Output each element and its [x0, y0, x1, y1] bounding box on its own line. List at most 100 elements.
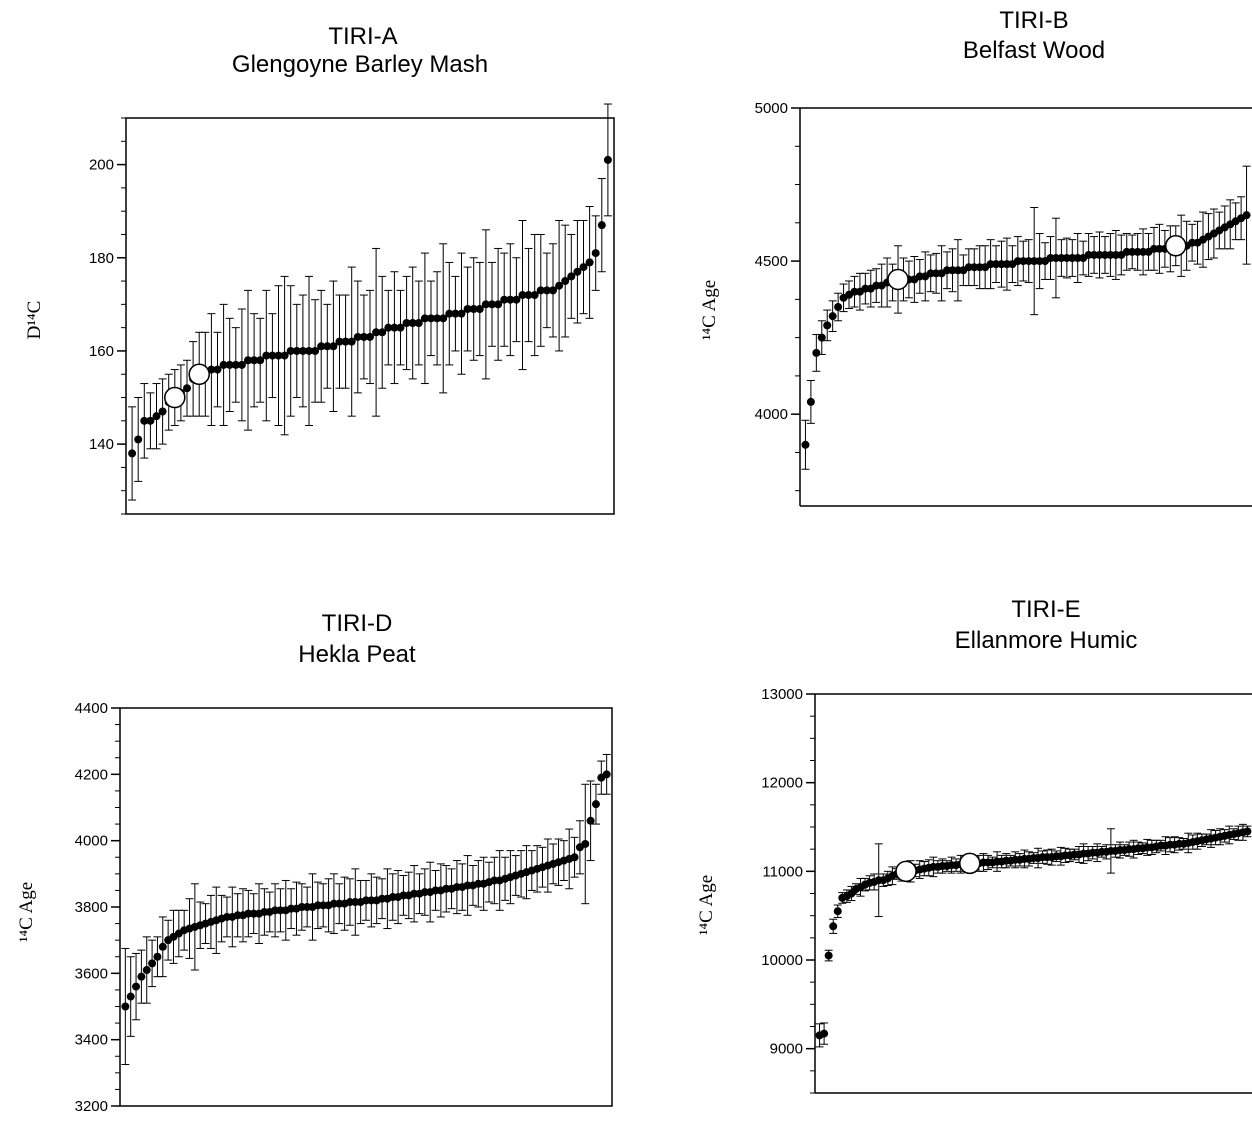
- data-point: [126, 992, 135, 1001]
- data-point: [305, 346, 313, 355]
- data-point: [140, 416, 149, 425]
- y-tick-label: 3400: [75, 1032, 108, 1049]
- reference-point: [895, 860, 917, 883]
- y-tick-label: 180: [89, 250, 114, 267]
- data-point: [597, 221, 606, 230]
- data-point: [335, 337, 344, 346]
- panel-title: TIRI-A: [328, 23, 397, 50]
- reference-point: [887, 268, 909, 291]
- data-point: [820, 1029, 829, 1038]
- data-point: [323, 342, 332, 351]
- data-point: [591, 249, 600, 258]
- data-point: [121, 1002, 130, 1011]
- data-point: [280, 351, 289, 360]
- data-point: [603, 155, 612, 164]
- data-point: [463, 305, 472, 314]
- y-tick-label: 5000: [755, 100, 788, 117]
- data-point: [581, 839, 590, 848]
- data-point: [555, 281, 564, 290]
- data-point: [378, 328, 387, 337]
- data-point: [469, 305, 478, 314]
- panel-title: TIRI-B: [999, 7, 1068, 34]
- data-point: [347, 337, 356, 346]
- data-point: [274, 351, 283, 360]
- data-point: [828, 312, 837, 321]
- data-point: [1243, 827, 1252, 836]
- y-tick-label: 160: [89, 343, 114, 360]
- data-point: [286, 346, 295, 355]
- data-point: [256, 356, 265, 365]
- data-point: [153, 952, 162, 961]
- data-point: [530, 291, 539, 300]
- panel-tiri-d: TIRI-D Hekla Peat ¹⁴C Age 3200 3400 3600 38…: [16, 610, 613, 1115]
- data-point: [366, 332, 374, 341]
- y-tick-label: 140: [89, 436, 114, 453]
- y-tick-label: 13000: [761, 686, 803, 703]
- data-point: [390, 323, 399, 332]
- reference-point: [1165, 235, 1187, 257]
- panel-tiri-a: TIRI-A Glengoyne Barley Mash D¹⁴C 140 160…: [24, 23, 615, 515]
- data-point: [561, 277, 570, 286]
- data-point: [317, 342, 326, 351]
- data-point: [231, 360, 240, 369]
- y-tick-label: 4400: [75, 700, 108, 717]
- data-point: [586, 816, 595, 825]
- data-point: [158, 407, 167, 416]
- data-point: [524, 291, 533, 300]
- data-point: [268, 351, 277, 360]
- y-tick-label: 4000: [75, 833, 108, 850]
- data-point: [806, 397, 815, 406]
- data-point: [549, 286, 557, 295]
- data-point: [506, 295, 515, 304]
- data-point: [132, 982, 141, 991]
- data-point: [158, 942, 167, 951]
- panel-tiri-b: TIRI-B Belfast Wood ¹⁴C Age 4000 4500 5000: [699, 7, 1252, 507]
- panel-tiri-e: TIRI-E Ellanmore Humic ¹⁴C Age 9000 10000…: [696, 596, 1252, 1094]
- data-point: [142, 966, 151, 975]
- data-point: [591, 800, 600, 809]
- data-point: [512, 295, 521, 304]
- data-point: [475, 305, 484, 314]
- data-point: [237, 360, 246, 369]
- y-tick-label: 10000: [761, 952, 803, 969]
- data-point: [146, 416, 155, 425]
- data-point: [573, 267, 582, 276]
- data-point: [183, 384, 191, 393]
- data-point: [536, 286, 545, 295]
- data-point: [481, 300, 490, 309]
- data-point: [433, 314, 442, 323]
- data-point: [298, 346, 307, 355]
- data-point: [457, 309, 466, 318]
- y-axis-label: D¹⁴C: [24, 301, 45, 340]
- panel-title: TIRI-E: [1011, 596, 1080, 623]
- data-point: [567, 272, 576, 281]
- data-point: [500, 295, 509, 304]
- reference-point: [959, 852, 981, 875]
- data-point: [812, 348, 821, 357]
- y-tick-label: 9000: [770, 1041, 803, 1058]
- data-point: [250, 356, 259, 365]
- data-point: [585, 258, 594, 267]
- y-tick-label: 11000: [762, 863, 803, 880]
- data-point: [602, 770, 611, 779]
- y-tick-label: 4500: [755, 253, 788, 270]
- data-point: [817, 333, 826, 342]
- data-point: [311, 346, 320, 355]
- data-point: [542, 286, 551, 295]
- data-point: [396, 323, 405, 332]
- data-point: [213, 365, 222, 374]
- data-point: [829, 922, 838, 931]
- data-point: [244, 356, 252, 365]
- y-tick-label: 4000: [755, 406, 788, 423]
- data-point: [488, 300, 496, 309]
- y-tick-label: 4200: [75, 766, 108, 783]
- data-point: [834, 303, 843, 311]
- data-point: [219, 360, 228, 369]
- data-point: [414, 318, 423, 327]
- data-point: [833, 907, 842, 916]
- data-point: [439, 314, 448, 323]
- data-point: [801, 440, 810, 449]
- data-point: [494, 300, 503, 309]
- data-point: [137, 972, 146, 981]
